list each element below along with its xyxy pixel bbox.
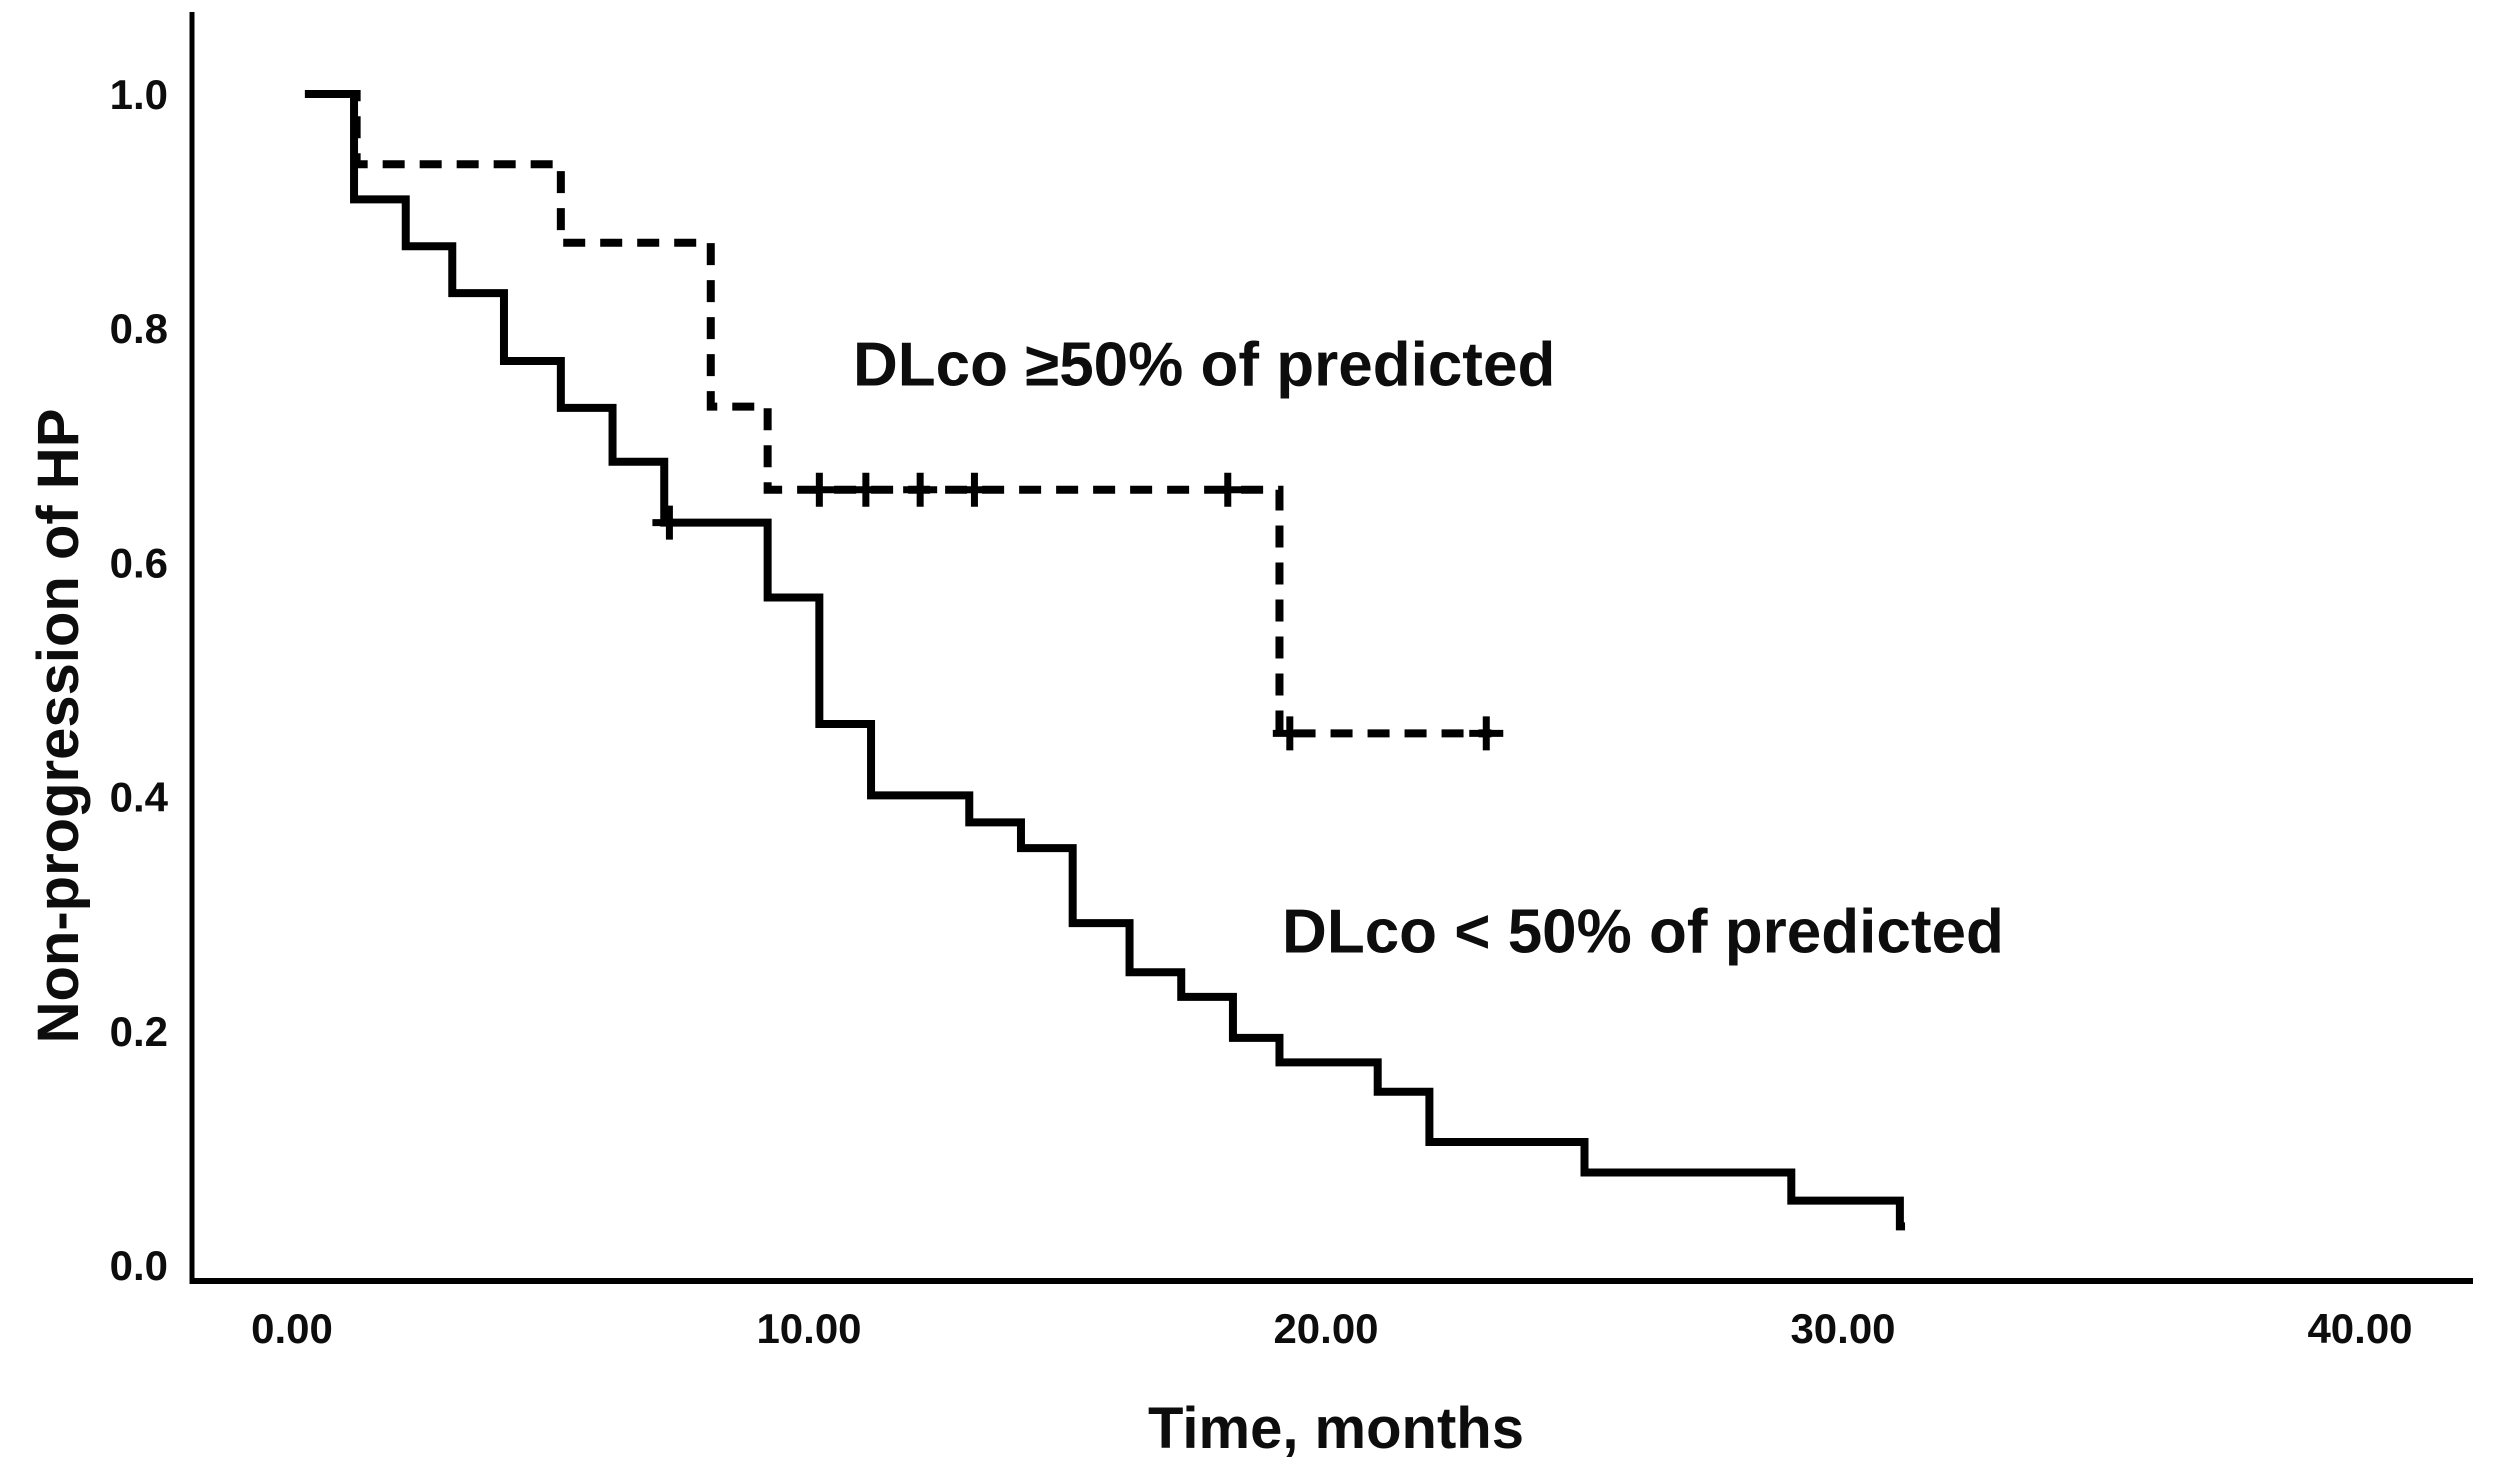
censor-mark xyxy=(1210,472,1245,507)
y-tick-label: 0.2 xyxy=(110,1008,168,1055)
survival-curves xyxy=(304,90,1906,1231)
x-tick-label: 30.00 xyxy=(1790,1305,1895,1352)
y-tick-label: 1.0 xyxy=(110,71,168,118)
curve-label: DLco < 50% of predicted xyxy=(1282,897,2004,966)
km-curve-dashed xyxy=(304,90,1492,738)
x-tick-label: 10.00 xyxy=(756,1305,861,1352)
x-tick-label: 40.00 xyxy=(2307,1305,2412,1352)
y-tick-label: 0.6 xyxy=(110,539,168,586)
censor-mark xyxy=(1469,716,1504,751)
y-tick-label: 0.4 xyxy=(110,774,169,821)
curve-label: DLco ≥50% of predicted xyxy=(853,331,1555,400)
y-axis-title: Non-progression of HP xyxy=(26,409,91,1044)
x-tick-label: 0.00 xyxy=(251,1305,333,1352)
censor-mark xyxy=(903,472,938,507)
x-axis-ticks: 0.00 10.00 20.00 30.00 40.00 xyxy=(251,1305,2412,1352)
y-tick-label: 0.0 xyxy=(110,1242,168,1289)
km-curve-solid xyxy=(304,90,1906,1231)
censor-mark xyxy=(1272,716,1307,751)
censor-mark xyxy=(957,472,992,507)
y-tick-label: 0.8 xyxy=(110,305,168,352)
y-axis-ticks: 1.0 0.8 0.6 0.4 0.2 0.0 xyxy=(110,71,169,1289)
curve-labels: DLco ≥50% of predicted DLco < 50% of pred… xyxy=(853,331,2004,967)
x-tick-label: 20.00 xyxy=(1273,1305,1378,1352)
censor-mark xyxy=(802,472,837,507)
censor-mark xyxy=(848,472,883,507)
censor-mark xyxy=(652,505,687,540)
x-axis-title: Time, months xyxy=(1148,1396,1524,1461)
